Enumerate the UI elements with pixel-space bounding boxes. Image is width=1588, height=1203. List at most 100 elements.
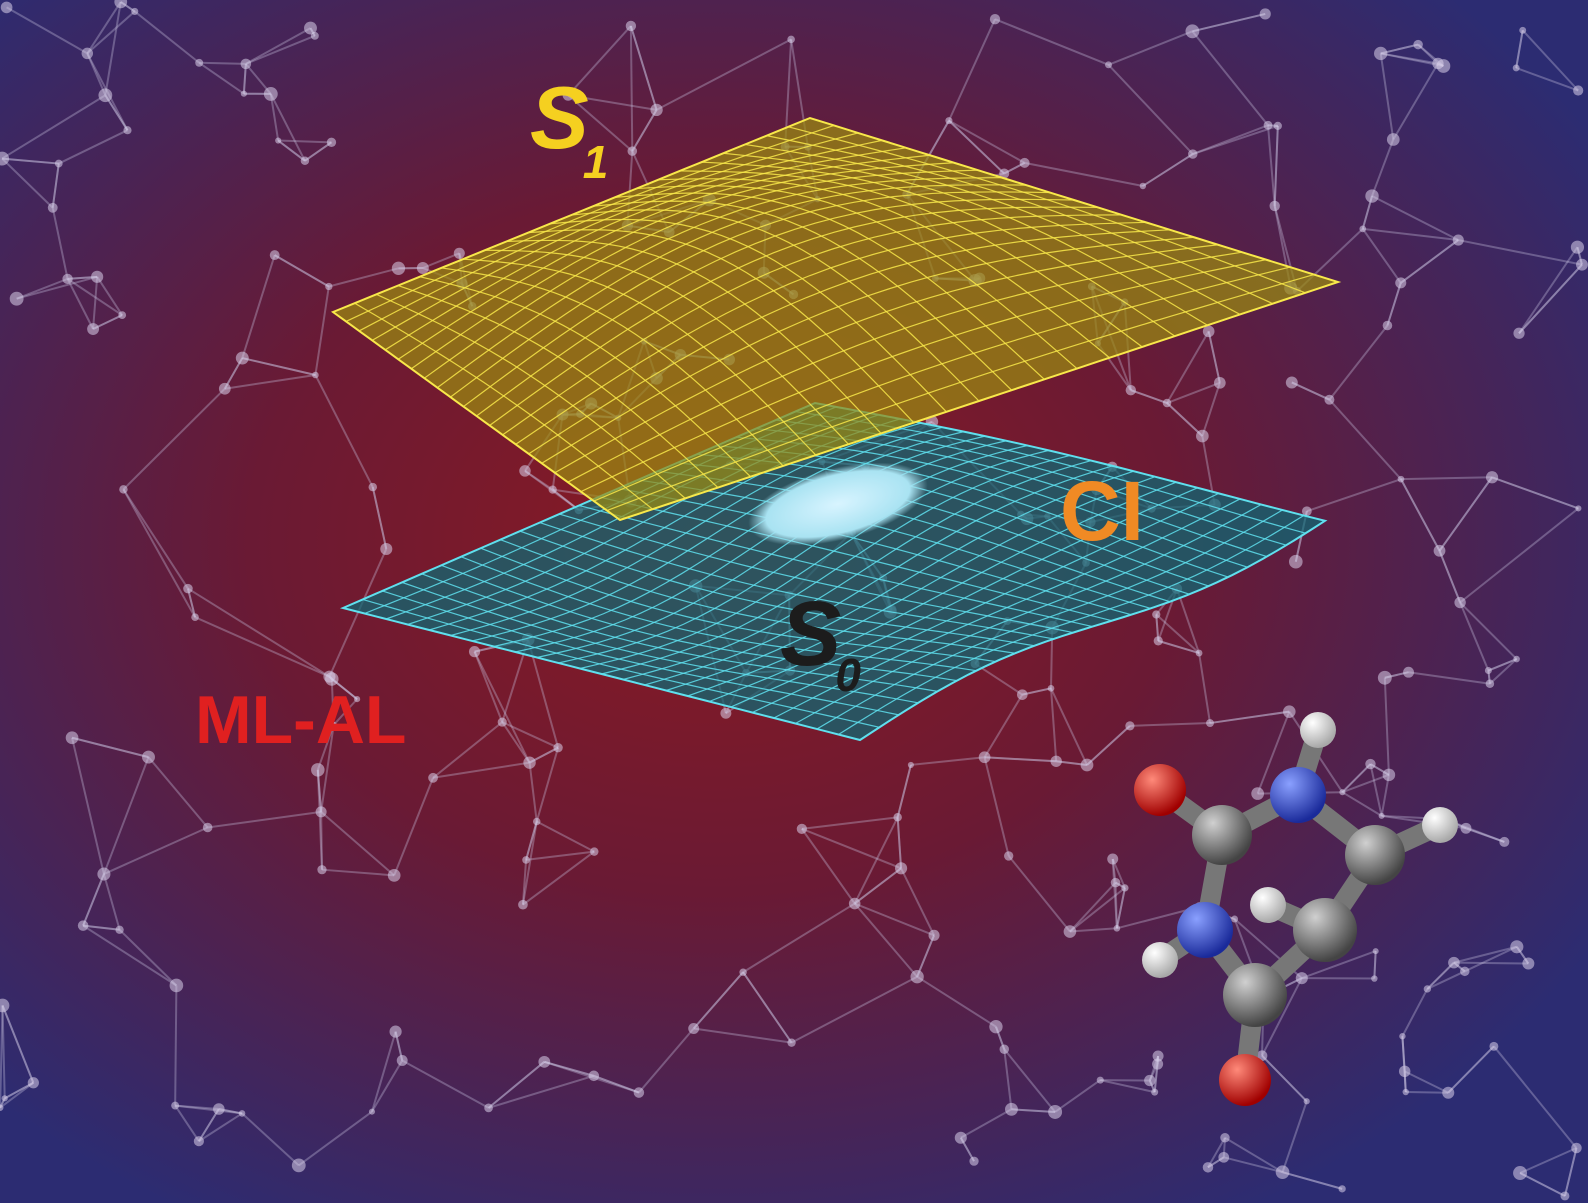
- network-edge: [896, 764, 912, 818]
- network-edge: [1207, 1137, 1226, 1168]
- network-edge: [1223, 1156, 1283, 1174]
- network-node: [368, 482, 378, 492]
- atom: [1223, 963, 1287, 1027]
- network-edge: [102, 873, 121, 931]
- network-node: [1139, 182, 1147, 190]
- network-edge: [896, 817, 903, 869]
- network-edge: [801, 828, 856, 905]
- network-edge: [567, 25, 632, 96]
- network-node: [1185, 24, 1200, 39]
- network-node: [317, 865, 327, 875]
- network-edge: [948, 119, 1005, 175]
- network-edge: [1519, 1172, 1566, 1197]
- network-edge: [983, 694, 1024, 758]
- network-node: [65, 731, 79, 745]
- network-node: [1152, 610, 1161, 619]
- network-node: [497, 717, 507, 727]
- network-node: [484, 1103, 493, 1113]
- network-node: [1019, 157, 1030, 168]
- network-edge: [1563, 1147, 1578, 1197]
- network-edge: [948, 119, 1005, 175]
- network-node: [910, 970, 924, 984]
- network-node: [1206, 719, 1214, 728]
- network-edge: [314, 286, 330, 376]
- network-edge: [16, 275, 98, 300]
- network-edge: [321, 868, 395, 877]
- network-node: [1301, 506, 1312, 517]
- network-node: [368, 1108, 376, 1115]
- network-node: [1413, 39, 1423, 50]
- network-edge: [432, 761, 530, 779]
- network-edge: [1, 1005, 35, 1084]
- network-node: [1188, 149, 1198, 159]
- network-node: [553, 742, 563, 753]
- network-node: [1048, 1105, 1063, 1119]
- network-edge: [1050, 687, 1088, 766]
- network-edge: [1192, 124, 1279, 156]
- network-node: [1454, 596, 1466, 609]
- network-edge: [1369, 763, 1383, 817]
- network-node: [114, 0, 128, 9]
- network-edge: [1401, 988, 1429, 1037]
- network-edge: [1400, 239, 1459, 284]
- network-node: [380, 542, 393, 556]
- network-node: [1269, 200, 1280, 212]
- network-node: [1522, 957, 1535, 970]
- network-node: [989, 14, 1001, 25]
- network-node: [1359, 225, 1367, 233]
- network-edge: [104, 94, 129, 131]
- mesh-line: [614, 192, 1045, 380]
- network-edge: [1, 1005, 35, 1084]
- network-node: [1512, 64, 1520, 72]
- network-edge: [1328, 399, 1402, 480]
- network-edge: [1487, 658, 1517, 672]
- network-node: [213, 1103, 225, 1115]
- network-node: [894, 862, 908, 875]
- network-node: [1485, 679, 1495, 688]
- network-node: [1485, 471, 1499, 484]
- network-edge: [269, 93, 306, 162]
- network-edge: [241, 1112, 300, 1167]
- network-node: [453, 247, 465, 259]
- network-node: [523, 756, 536, 769]
- network-edge: [974, 662, 1023, 696]
- network-edge: [207, 810, 322, 829]
- network-edge: [1493, 1045, 1578, 1149]
- network-edge: [1086, 725, 1131, 766]
- mesh-line: [701, 161, 1176, 337]
- network-edge: [1166, 402, 1204, 437]
- atom: [1345, 825, 1405, 885]
- network-edge: [1400, 478, 1441, 552]
- network-edge: [742, 902, 856, 974]
- network-node: [1513, 655, 1520, 663]
- network-edge: [488, 1074, 595, 1109]
- network-edge: [527, 639, 560, 748]
- network-edge: [422, 252, 460, 269]
- network-edge: [487, 1061, 545, 1109]
- network-node: [1433, 544, 1446, 557]
- network-node: [1372, 948, 1379, 955]
- network-node: [989, 1020, 1003, 1034]
- network-node: [1283, 705, 1296, 718]
- network-edge: [71, 737, 105, 875]
- network-node: [590, 847, 599, 856]
- network-edge: [328, 267, 399, 288]
- mesh-line: [795, 503, 1262, 725]
- network-edge: [1400, 478, 1441, 552]
- ci-region: [748, 462, 928, 546]
- network-edge: [487, 1061, 545, 1109]
- network-edge: [371, 486, 388, 550]
- network-edge: [984, 756, 1057, 763]
- network-edge: [82, 873, 105, 926]
- network-node: [1152, 1058, 1164, 1070]
- network-node: [1560, 1191, 1570, 1201]
- network-node: [1220, 1133, 1230, 1143]
- network-edge: [199, 61, 246, 65]
- network-edge: [198, 1108, 220, 1142]
- network-edge: [1341, 763, 1372, 793]
- network-node: [978, 751, 991, 764]
- network-node: [1016, 689, 1028, 700]
- network-edge: [92, 276, 99, 330]
- network-edge: [1198, 652, 1212, 724]
- network-edge: [1328, 324, 1389, 401]
